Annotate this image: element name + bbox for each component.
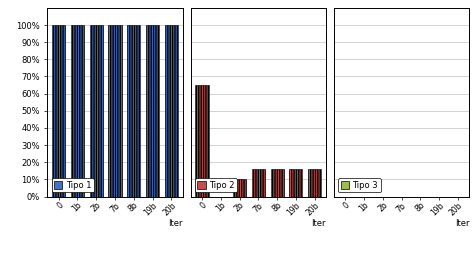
Bar <box>308 169 321 196</box>
Bar <box>127 25 140 196</box>
Legend: Tipo 2: Tipo 2 <box>195 178 237 192</box>
Legend: Tipo 1: Tipo 1 <box>52 178 94 192</box>
Bar <box>109 25 121 196</box>
Legend: Tipo 3: Tipo 3 <box>338 178 381 192</box>
Bar <box>195 85 209 196</box>
X-axis label: Iter: Iter <box>311 219 326 228</box>
Bar <box>165 25 178 196</box>
Bar <box>71 25 84 196</box>
X-axis label: Iter: Iter <box>168 219 182 228</box>
X-axis label: Iter: Iter <box>455 219 469 228</box>
Bar <box>146 25 159 196</box>
Bar <box>289 169 302 196</box>
Bar <box>233 179 246 196</box>
Bar <box>252 169 265 196</box>
Bar <box>52 25 65 196</box>
Bar <box>271 169 283 196</box>
Bar <box>90 25 103 196</box>
